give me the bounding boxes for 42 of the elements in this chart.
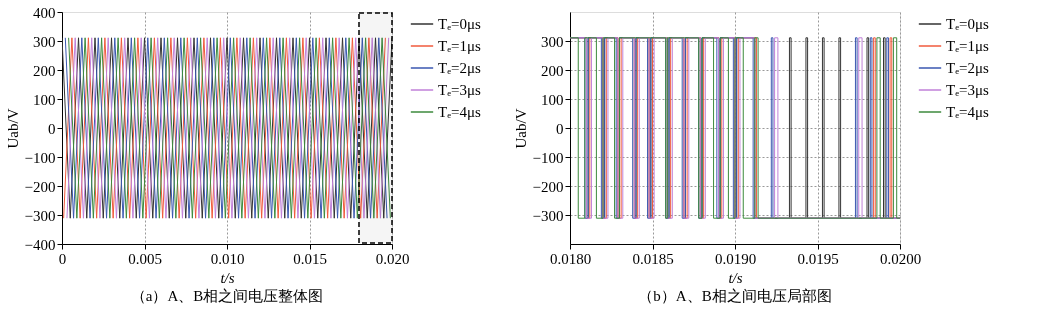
y-tick-label: 200 <box>541 62 564 79</box>
y-tick-label: 0 <box>48 120 56 137</box>
legend-label: Tₑ=3μs <box>946 82 990 98</box>
x-tick-label: 0.0190 <box>714 250 757 267</box>
legend-label: Tₑ=2μs <box>946 60 990 76</box>
legend-label: Tₑ=4μs <box>946 104 990 120</box>
y-tick-label: 0 <box>556 120 564 137</box>
y-tick-label: 100 <box>541 91 564 108</box>
text: （a）A、B相之间电压整体图 <box>130 288 324 304</box>
legend-label: Tₑ=0μs <box>438 16 482 32</box>
y-tick-label: 300 <box>33 33 56 50</box>
x-axis-title: t/s <box>728 269 743 286</box>
y-tick-label: −100 <box>532 149 564 166</box>
y-tick-label: 400 <box>33 4 56 21</box>
y-tick-label: −300 <box>24 207 56 224</box>
x-tick-label: 0.010 <box>210 250 245 267</box>
y-tick-label: 300 <box>541 33 564 50</box>
x-tick-label: 0.0180 <box>549 250 592 267</box>
legend-label: Tₑ=3μs <box>438 82 482 98</box>
y-tick-label: −200 <box>532 178 564 195</box>
legend-label: Tₑ=0μs <box>946 16 990 32</box>
text: （b）A、B相之间电压局部图 <box>638 288 832 304</box>
legend-label: Tₑ=4μs <box>438 104 482 120</box>
y-axis-title: Uab/V <box>4 108 21 149</box>
legend-label: Tₑ=1μs <box>946 38 990 54</box>
x-tick-label: 0 <box>58 250 67 267</box>
y-tick-label: −100 <box>24 149 56 166</box>
legend-label: Tₑ=1μs <box>438 38 482 54</box>
legend-label: Tₑ=2μs <box>438 60 482 76</box>
y-axis-title: Uab/V <box>512 108 529 149</box>
y-tick-label: 200 <box>33 62 56 79</box>
x-tick-label: 0.015 <box>293 250 327 267</box>
x-tick-label: 0.0195 <box>797 250 839 267</box>
y-tick-label: −300 <box>532 207 564 224</box>
x-tick-label: 0.020 <box>375 250 410 267</box>
x-axis-title: t/s <box>220 269 235 286</box>
y-tick-label: −400 <box>24 236 56 253</box>
x-tick-label: 0.005 <box>128 250 162 267</box>
y-tick-label: 100 <box>33 91 56 108</box>
x-tick-label: 0.0185 <box>632 250 674 267</box>
y-tick-label: −200 <box>24 178 56 195</box>
x-tick-label: 0.0200 <box>879 250 922 267</box>
